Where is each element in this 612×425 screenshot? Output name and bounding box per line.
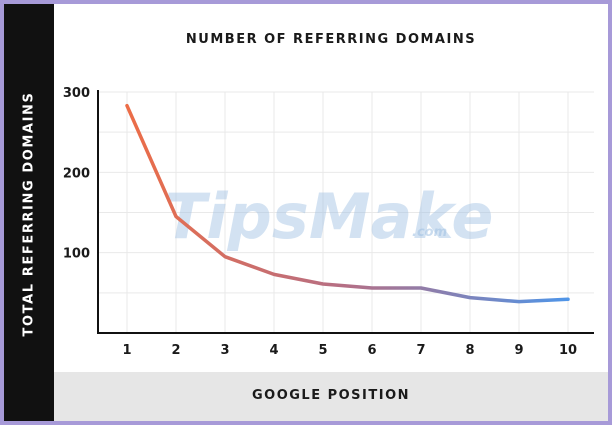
chart-title: NUMBER OF REFERRING DOMAINS xyxy=(185,32,477,47)
y-tick-label: 200 xyxy=(63,166,90,181)
x-tick-label: 7 xyxy=(416,343,425,358)
x-tick-label: 4 xyxy=(269,343,278,358)
chart-frame: TOTAL REFERRING DOMAINS NUMBER OF REFERR… xyxy=(4,4,608,421)
x-tick-label: 10 xyxy=(559,343,577,358)
y-tick-label: 300 xyxy=(63,86,90,101)
axes xyxy=(97,90,594,334)
x-tick-label: 3 xyxy=(220,343,229,358)
series xyxy=(125,103,570,304)
tick-labels: 100 200 300 1 2 3 4 5 6 7 8 9 10 xyxy=(63,86,577,358)
x-axis-label-band: GOOGLE POSITION xyxy=(54,372,608,421)
x-tick-label: 9 xyxy=(514,343,523,358)
x-tick-label: 1 xyxy=(122,343,131,358)
y-tick-label: 100 xyxy=(63,247,90,262)
series-line xyxy=(125,103,570,304)
x-tick-label: 6 xyxy=(367,343,376,358)
watermark-suffix: .com xyxy=(412,225,447,240)
x-tick-label: 2 xyxy=(171,343,180,358)
x-axis-label: GOOGLE POSITION xyxy=(251,388,411,403)
line-chart: TipsMake .com 100 200 300 1 2 3 4 5 6 7 8 9 10 xyxy=(63,86,594,358)
y-axis-label-band: TOTAL REFERRING DOMAINS xyxy=(4,4,54,421)
x-tick-label: 8 xyxy=(465,343,474,358)
watermark: TipsMake .com xyxy=(164,180,493,253)
watermark-text: TipsMake xyxy=(164,180,493,253)
grid-lines xyxy=(98,91,594,333)
x-tick-label: 5 xyxy=(318,343,327,358)
